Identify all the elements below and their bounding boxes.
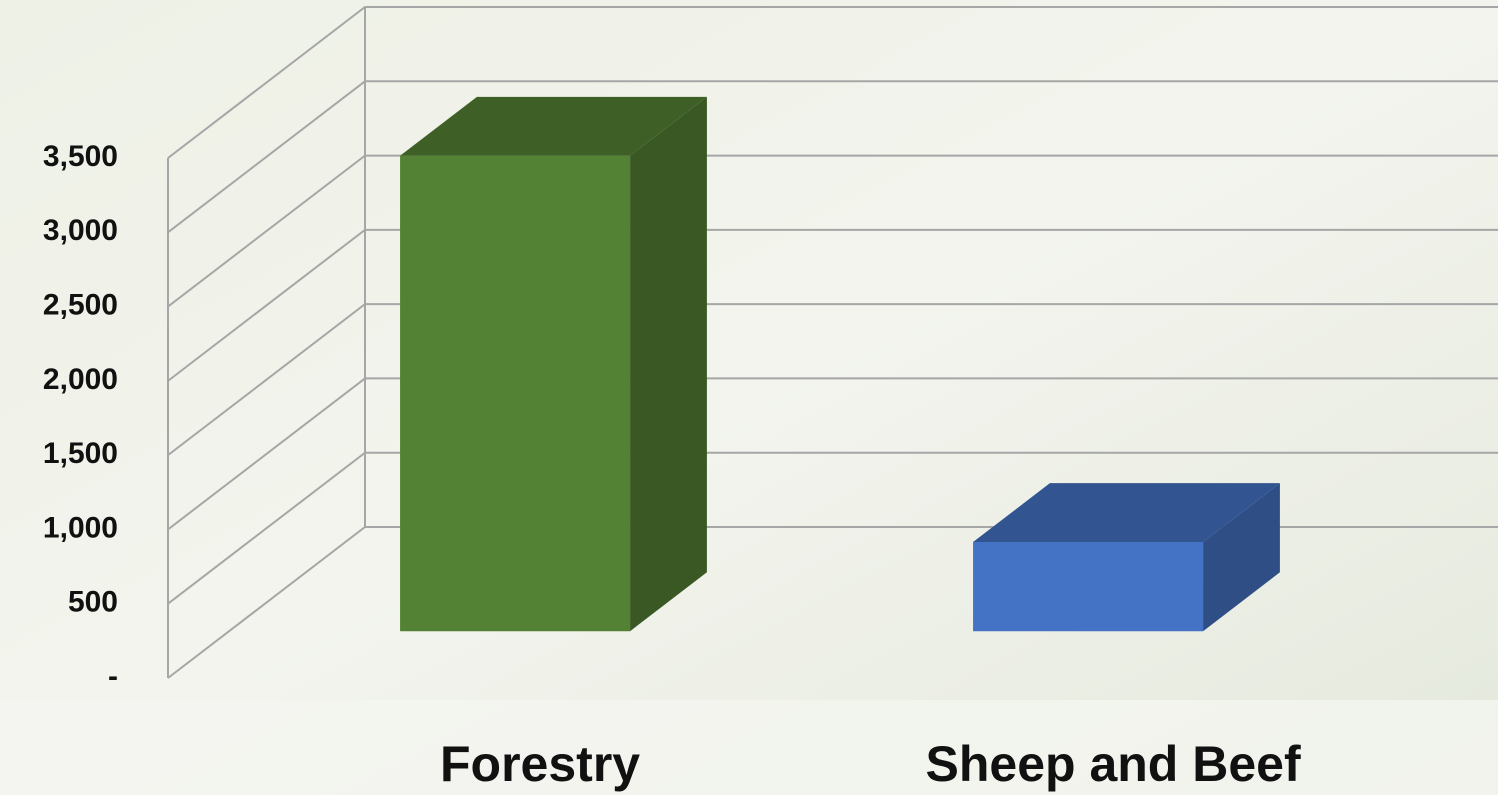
x-tick-label: Sheep and Beef [926, 736, 1301, 792]
y-tick-label: - [108, 660, 118, 693]
bar [973, 542, 1204, 632]
bar [400, 155, 631, 632]
bar-top [400, 96, 707, 156]
y-tick-label: 1,000 [43, 511, 118, 544]
bar-top [973, 483, 1280, 543]
y-tick-label: 3,000 [43, 214, 118, 247]
bar-side [630, 96, 707, 632]
bar-side [1203, 483, 1280, 632]
x-tick-label: Forestry [440, 736, 640, 792]
y-tick-label: 1,500 [43, 437, 118, 470]
y-tick-label: 3,500 [43, 140, 118, 173]
floor-band [0, 700, 1498, 795]
y-tick-label: 500 [68, 586, 118, 619]
y-tick-label: 2,000 [43, 363, 118, 396]
y-tick-label: 2,500 [43, 288, 118, 321]
